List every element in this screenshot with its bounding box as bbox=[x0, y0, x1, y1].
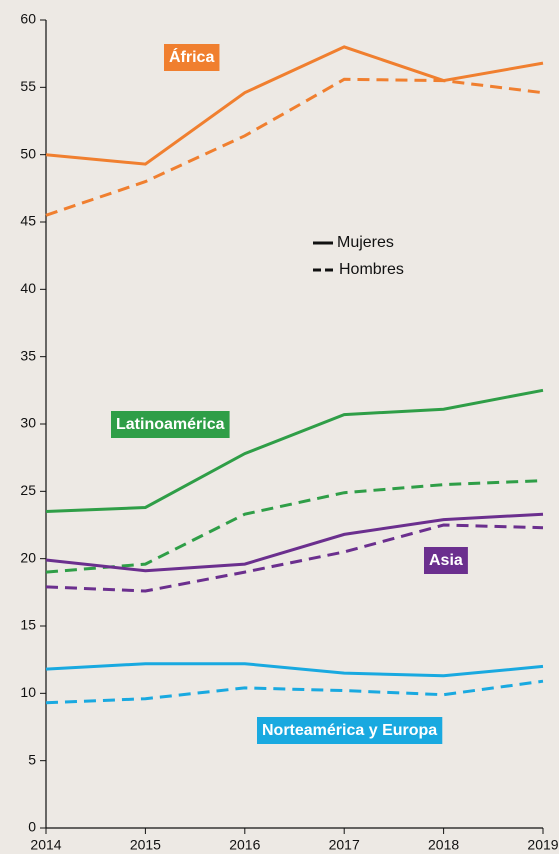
line-mujeres bbox=[45, 662, 544, 678]
region-label-text: Asia bbox=[429, 552, 463, 569]
x-tick-label: 2014 bbox=[30, 837, 61, 853]
y-tick-label: 0 bbox=[28, 819, 36, 835]
region-label-box bbox=[424, 547, 468, 574]
line-hombres bbox=[45, 77, 544, 217]
region-label-text: Norteamérica y Europa bbox=[262, 722, 437, 739]
region-label: Asia bbox=[424, 547, 468, 574]
region-label-box bbox=[257, 717, 443, 744]
y-tick-label: 25 bbox=[20, 482, 36, 498]
line-hombres bbox=[45, 523, 544, 593]
y-tick-label: 55 bbox=[20, 78, 36, 94]
y-tick-label: 40 bbox=[20, 280, 36, 296]
x-tick-label: 2017 bbox=[329, 837, 360, 853]
line-mujeres bbox=[45, 388, 544, 513]
legend-label: Mujeres bbox=[337, 234, 394, 251]
region-label: Latinoamérica bbox=[111, 411, 230, 438]
y-tick-label: 45 bbox=[20, 213, 36, 229]
region-label-text: África bbox=[169, 47, 214, 66]
x-tick-label: 2015 bbox=[130, 837, 161, 853]
y-tick-label: 10 bbox=[20, 684, 36, 700]
x-tick-label: 2019 bbox=[527, 837, 558, 853]
region-label-text: Latinoamérica bbox=[116, 416, 225, 433]
region-label: África bbox=[164, 44, 220, 71]
y-tick-label: 30 bbox=[20, 415, 36, 431]
line-mujeres bbox=[45, 45, 544, 166]
region-label: Norteamérica y Europa bbox=[257, 717, 443, 744]
y-tick-label: 35 bbox=[20, 347, 36, 363]
x-tick-label: 2018 bbox=[428, 837, 459, 853]
y-tick-label: 50 bbox=[20, 145, 36, 161]
line-hombres bbox=[45, 679, 544, 705]
y-tick-label: 15 bbox=[20, 617, 36, 633]
line-mujeres bbox=[45, 512, 544, 573]
y-tick-label: 20 bbox=[20, 549, 36, 565]
region-label-box bbox=[164, 44, 220, 71]
x-tick-label: 2016 bbox=[229, 837, 260, 853]
y-tick-label: 5 bbox=[28, 751, 36, 767]
line-hombres bbox=[45, 479, 544, 574]
y-tick-label: 60 bbox=[20, 11, 36, 27]
legend-label: Hombres bbox=[339, 261, 404, 278]
region-label-box bbox=[111, 411, 230, 438]
